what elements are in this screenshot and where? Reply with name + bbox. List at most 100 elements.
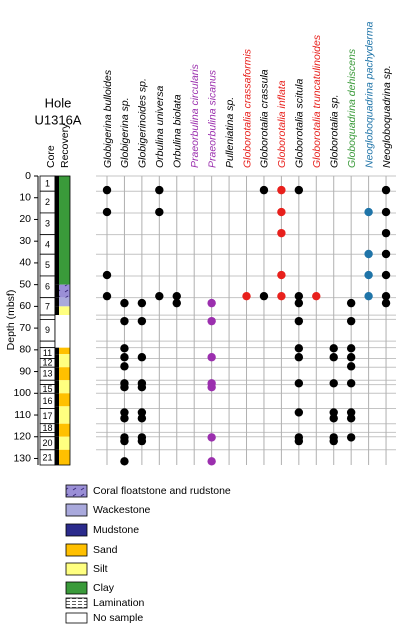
legend-label: Silt [93, 563, 108, 575]
lithology-interval [59, 393, 70, 407]
y-tick-label: 70 [19, 322, 31, 334]
recovery-strip [55, 406, 59, 424]
species-label: Globigerinoides sp. [137, 78, 149, 168]
occurrence-dot [207, 383, 216, 392]
legend-label: Sand [93, 544, 118, 556]
legend-swatch [65, 523, 88, 537]
occurrence-dot [207, 298, 216, 308]
y-tick-label: 120 [13, 431, 31, 443]
y-tick-label: 90 [19, 365, 31, 377]
occurrence-dot [294, 316, 304, 326]
lithology-interval [59, 347, 70, 355]
species-label: Praeorbulina sicanus [206, 69, 218, 168]
recovery-strip [55, 436, 59, 450]
core-label: 9 [45, 325, 50, 335]
species-label: Globorotalia inflata [276, 80, 288, 168]
y-tick-label: 40 [19, 257, 31, 269]
occurrence-dot [120, 298, 129, 308]
lithology-interval [59, 315, 70, 348]
lithology-interval [59, 306, 70, 316]
y-tick-label: 100 [13, 387, 31, 399]
lithology-interval [59, 297, 70, 307]
core-box [39, 314, 56, 320]
occurrence-dot [364, 249, 373, 259]
title-line: U1316A [35, 112, 82, 127]
occurrence-dot [346, 298, 356, 308]
y-tick-label: 30 [19, 235, 31, 247]
occurrence-dot [102, 207, 112, 217]
occurrence-dot [294, 436, 304, 446]
species-label: Globoquadrina dehiscens [346, 48, 358, 168]
legend-swatch [65, 484, 88, 498]
occurrence-dot [137, 436, 147, 446]
occurrence-dot [346, 408, 356, 417]
species-label: Globorotalia crassula [259, 69, 271, 168]
lithology-interval [59, 367, 70, 381]
recovery-strip [55, 284, 59, 298]
occurrence-dot [155, 185, 164, 195]
occurrence-dot [381, 291, 391, 301]
legend-label: Clay [93, 582, 115, 594]
species-label: Globorotalia scitula [294, 79, 306, 168]
species-label: Globorotalia truncatulinoides [311, 34, 323, 168]
occurrence-dot [381, 228, 391, 238]
lithology-interval [59, 284, 70, 298]
lithology-interval [59, 449, 70, 465]
species-label: Orbulina biolata [172, 94, 184, 168]
occurrence-dot [120, 316, 129, 326]
recovery-strip [55, 354, 59, 368]
legend-label: No sample [93, 612, 143, 624]
occurrence-dot [137, 298, 147, 308]
legend-swatch [65, 503, 88, 517]
occurrence-dot [381, 298, 391, 308]
column-label: Recovery [59, 123, 71, 168]
legend-label: Mudstone [93, 524, 139, 536]
core-label: 4 [45, 239, 50, 249]
core-label: 21 [42, 452, 52, 462]
lithology-interval [59, 436, 70, 450]
occurrence-dot [364, 291, 373, 301]
core-label: 13 [42, 369, 52, 379]
occurrence-dot [277, 185, 286, 195]
lithology-interval [59, 380, 70, 394]
occurrence-dot [137, 316, 147, 326]
legend-swatch [65, 612, 88, 624]
occurrence-dot [346, 316, 356, 326]
y-tick-label: 80 [19, 344, 31, 356]
species-label: Neogloboquadrina pachyderma [363, 21, 375, 168]
core-label: 6 [45, 282, 50, 292]
occurrence-dot [120, 383, 129, 392]
occurrence-dot [155, 207, 164, 217]
occurrence-dot [277, 270, 286, 280]
species-label: Globorotalia crassaformis [241, 48, 253, 168]
occurrence-dot [329, 353, 338, 362]
occurrence-dot [259, 291, 269, 301]
occurrence-dot [207, 316, 216, 326]
legend-swatch [65, 543, 88, 557]
occurrence-dot [102, 270, 112, 280]
occurrence-dot [381, 270, 391, 280]
core-label: 17 [42, 411, 52, 421]
occurrence-dot [381, 207, 391, 217]
occurrence-dot [329, 408, 338, 417]
occurrence-dot [294, 291, 304, 301]
core-label: 2 [45, 197, 50, 207]
occurrence-dot [137, 414, 147, 423]
occurrence-dot [172, 298, 181, 308]
core-box [39, 340, 56, 349]
core-label: 16 [42, 396, 52, 406]
occurrence-dot [120, 457, 129, 466]
species-label: Globorotalia sp. [329, 94, 341, 168]
recovery-strip [55, 449, 59, 465]
occurrence-dot [346, 433, 356, 442]
core-label: 7 [45, 301, 50, 311]
occurrence-dot [277, 228, 286, 238]
occurrence-dot [172, 291, 181, 301]
lithology-interval [59, 406, 70, 424]
occurrence-dot [120, 408, 129, 417]
lithology-interval [59, 423, 70, 437]
occurrence-dot [364, 207, 373, 217]
recovery-frame [54, 175, 71, 466]
legend-label: Coral floatstone and rudstone [93, 485, 231, 497]
recovery-strip [55, 367, 59, 381]
